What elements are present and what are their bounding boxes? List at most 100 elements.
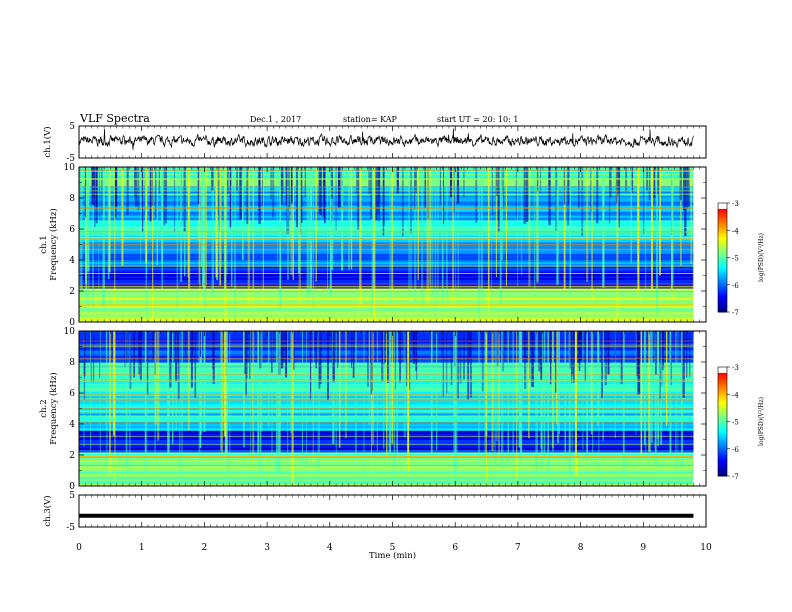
ch2-colorbar-cell xyxy=(718,468,727,471)
ch1-spectrogram-band xyxy=(79,175,694,178)
ch1-spectrogram-streak xyxy=(555,167,557,196)
ch1-spectrogram-band xyxy=(79,245,694,249)
ch2-spectrogram-streak xyxy=(387,331,389,383)
ch1-spectrogram-streak xyxy=(596,167,599,224)
ch2-colorbar-cell xyxy=(718,408,727,412)
ch2-spectrogram-ylabel: Frequency (kHz) xyxy=(48,372,59,444)
y-tick-label: -5 xyxy=(66,154,75,164)
ch2-spectrogram-line xyxy=(79,398,694,400)
ch2-spectrogram-streak xyxy=(478,331,481,463)
ch1-spectrogram-streak xyxy=(91,167,93,205)
ch2-spectrogram-streak xyxy=(257,331,260,453)
ch2-spectrogram-band xyxy=(79,478,694,481)
ch1-spectrogram-streak xyxy=(327,167,329,290)
ch1-spectrogram-streak xyxy=(536,167,539,281)
ch2-colorbar-cell xyxy=(718,423,727,426)
ch2-colorbar-cell xyxy=(718,474,727,477)
ch1-spectrogram-streak xyxy=(373,167,376,321)
ch1-colorbar-cell xyxy=(718,295,727,298)
ch2-spectrogram-streak xyxy=(314,331,317,357)
ch2-spectrogram-streak xyxy=(536,331,538,479)
ch1-colorbar-cell xyxy=(718,246,727,249)
ch1-spectrogram-band xyxy=(79,291,694,295)
ch1-spectrogram-streak xyxy=(308,167,311,294)
ch2-spectrogram-streak xyxy=(622,331,625,484)
x-tick-label: 10 xyxy=(700,543,712,553)
ch2-spectrogram-streak xyxy=(350,331,353,368)
ch2-spectrogram-streak xyxy=(146,331,149,395)
ch1-spectrogram-band xyxy=(79,211,694,215)
ch2-colorbar-cell xyxy=(718,443,727,446)
ch2-spectrogram-streak xyxy=(167,331,170,454)
ch2-spectrogram-streak xyxy=(601,331,603,398)
ch2-spectrogram-streak xyxy=(169,331,172,388)
ch1-colorbar-cell xyxy=(718,306,727,309)
ch1-spectrogram-streak xyxy=(463,167,465,197)
ch2-spectrogram-line xyxy=(79,436,694,438)
ch1-spectrogram-band xyxy=(79,203,694,207)
ch1-colorbar-cell xyxy=(718,230,727,233)
ch1-spectrogram-streak xyxy=(156,167,158,266)
ch1-spectrogram-streak xyxy=(417,167,419,281)
ch1-spectrogram-streak xyxy=(229,167,232,229)
ch2-spectrogram-streak xyxy=(463,331,465,380)
ch2-spectrogram-streak xyxy=(138,331,140,375)
ch1-colorbar-cell xyxy=(718,304,727,307)
ch2-spectrogram-streak xyxy=(538,331,541,372)
ch1-colorbar-cell xyxy=(718,266,727,269)
ch1-spectrogram-band xyxy=(79,270,694,273)
ch1-spectrogram-band xyxy=(79,241,694,245)
ch1-spectrogram-band xyxy=(79,193,694,197)
ch2-spectrogram-line xyxy=(79,411,694,413)
ch1-spectrogram-streak xyxy=(690,167,692,264)
ch1-spectrogram-streak xyxy=(499,167,502,299)
ch2-spectrogram-line xyxy=(79,468,694,470)
x-tick-label: 9 xyxy=(640,543,646,553)
ch2-spectrogram-streak xyxy=(638,331,641,394)
ch2-spectrogram-streak xyxy=(408,331,411,391)
ch2-spectrogram-streak xyxy=(592,331,594,461)
ch1-spectrogram-streak xyxy=(145,167,148,264)
ch1-spectrogram-streak xyxy=(337,167,340,208)
ch1-spectrogram-streak xyxy=(331,167,333,199)
ch1-spectrogram-streak xyxy=(515,167,517,218)
ch1-spectrogram-streak xyxy=(272,167,275,218)
ch2-spectrogram-streak xyxy=(415,331,417,371)
ch1-spectrogram-streak xyxy=(686,167,689,209)
ch1-spectrogram-band xyxy=(79,213,694,217)
ch1-colorbar-cell xyxy=(718,217,727,220)
ch2-spectrogram-streak xyxy=(246,331,248,379)
ch1-spectrogram-band xyxy=(79,235,694,239)
ch1-spectrogram-streak xyxy=(452,167,455,307)
ch2-spectrogram-streak xyxy=(167,331,169,458)
ch1-spectrogram-streak xyxy=(324,167,326,224)
ch2-colorbar-cell xyxy=(718,434,727,437)
ch1-spectrogram-band xyxy=(79,278,694,281)
x-axis-label: Time (min) xyxy=(369,550,416,561)
ch2-colorbar-cell xyxy=(718,412,727,415)
ch1-spectrogram-streak xyxy=(142,167,144,232)
ch1-spectrogram-streak xyxy=(391,167,394,294)
ch1-spectrogram-streak xyxy=(578,167,580,209)
ch2-colorbar-cell xyxy=(718,374,727,377)
ch1-colorbar-cell xyxy=(718,292,727,295)
ch1-spectrogram-line xyxy=(79,231,694,233)
ch1-colorbar-cell xyxy=(718,233,727,237)
ch2-spectrogram-streak xyxy=(229,331,231,477)
ch2-spectrogram-streak xyxy=(245,331,247,396)
ch1-colorbar-cell xyxy=(718,268,727,271)
ch2-spectrogram-streak xyxy=(271,331,273,464)
ch1-colorbar-cell xyxy=(718,203,727,206)
ch1-spectrogram-empty xyxy=(693,167,706,322)
ch1-colorbar-cell xyxy=(718,293,727,297)
ch1-spectrogram-streak xyxy=(429,167,431,285)
ch1-spectrogram-streak xyxy=(285,167,287,205)
ch2-spectrogram-streak xyxy=(607,331,610,375)
ch2-spectrogram-streak xyxy=(175,331,178,382)
y-tick-label: 0 xyxy=(69,318,75,328)
ch1-colorbar-cell xyxy=(718,281,727,284)
ch2-spectrogram-streak xyxy=(291,331,294,484)
ch2-spectrogram-streak xyxy=(572,331,575,383)
ch1-colorbar-tick-label: -6 xyxy=(732,282,739,290)
